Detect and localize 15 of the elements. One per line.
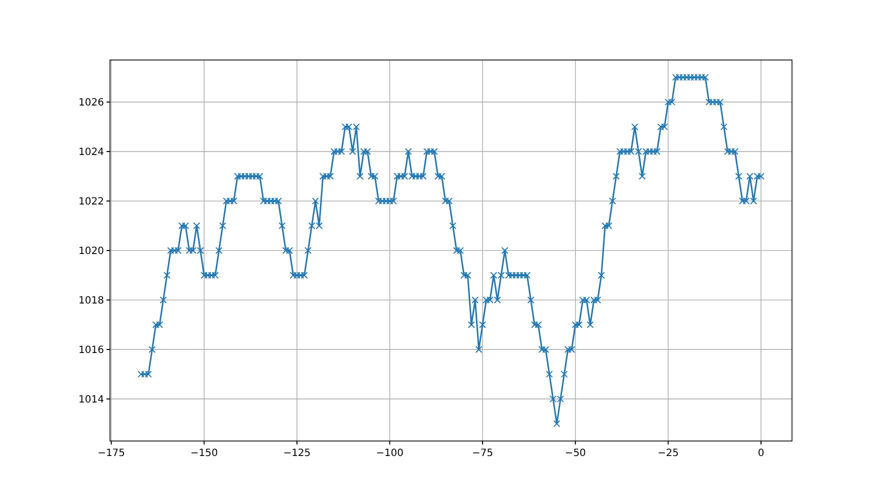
- x-tick-label: −75: [472, 448, 494, 459]
- y-tick-label: 1024: [78, 147, 104, 158]
- y-tick-label: 1026: [78, 98, 104, 109]
- y-tick-label: 1016: [78, 344, 104, 356]
- x-tick-label: −25: [658, 448, 679, 459]
- y-tick-label: 1018: [78, 295, 104, 306]
- y-tick-label: 1020: [78, 246, 104, 257]
- y-tick-label: 1014: [78, 394, 104, 406]
- x-tick-label: −100: [376, 448, 404, 459]
- x-tick-label: 0: [758, 448, 764, 459]
- y-tick-label: 1022: [78, 196, 104, 208]
- x-tick-label: −50: [564, 448, 586, 459]
- x-tick-label: −150: [190, 448, 218, 459]
- x-tick-label: −125: [283, 448, 311, 459]
- x-tick-label: −175: [98, 448, 126, 459]
